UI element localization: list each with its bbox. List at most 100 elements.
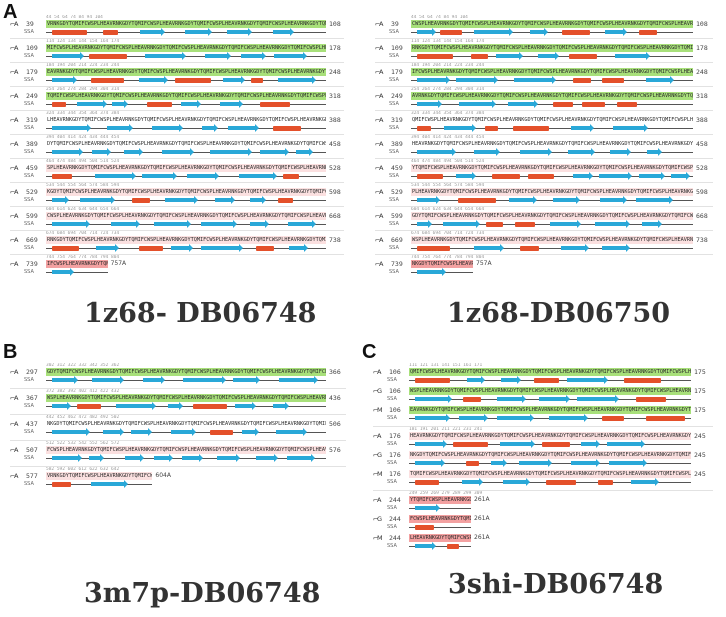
end-residue-number: 458 <box>696 140 708 148</box>
ssa-label: SSA <box>389 101 399 107</box>
alignment-block: 512 522 532 542 552 562 572 A ⌐ 507 FCWSPLH… <box>10 440 346 466</box>
residue-sequence: MIFCWSPLHEAVRNKGDYTQMIFCWSPLHEAVRNKGDYTQ… <box>46 44 326 52</box>
beta-strand-arrow <box>529 28 548 36</box>
beta-strand-arrow <box>289 244 308 252</box>
beta-strand-arrow <box>571 459 600 467</box>
ssa-label: SSA <box>24 269 34 275</box>
model-label: G <box>377 387 383 395</box>
block-divider <box>375 206 713 207</box>
beta-strand-arrow <box>613 124 648 132</box>
block-divider <box>375 38 713 39</box>
alpha-helix-bar <box>533 377 560 383</box>
end-residue-number: 108 <box>696 20 708 28</box>
end-residue-number: 528 <box>329 164 341 172</box>
beta-strand-arrow <box>497 414 535 422</box>
block-divider <box>375 86 713 87</box>
end-residue-number: 738 <box>696 236 708 244</box>
tree-bracket-icon: ⌐ <box>10 68 16 76</box>
alpha-helix-bar <box>51 173 73 179</box>
block-divider <box>10 38 344 39</box>
alpha-helix-bar <box>553 101 574 107</box>
beta-strand-arrow <box>145 52 187 60</box>
model-label: A <box>379 44 384 52</box>
start-residue-number: 244 <box>389 496 401 504</box>
alpha-helix-bar <box>645 415 685 421</box>
alpha-helix-bar <box>458 197 496 203</box>
tree-bracket-icon: ⌐ <box>375 260 381 268</box>
beta-strand-arrow <box>112 100 128 108</box>
position-ruler: 372 382 392 402 412 422 432 <box>46 389 120 394</box>
beta-strand-arrow <box>272 28 295 36</box>
beta-strand-arrow <box>260 148 289 156</box>
position-ruler: 324 334 344 354 364 374 384 <box>411 111 485 116</box>
beta-strand-arrow <box>514 76 557 84</box>
start-residue-number: 106 <box>389 368 401 376</box>
block-divider <box>10 414 346 415</box>
model-label: A <box>377 432 382 440</box>
ssa-baseline <box>409 527 472 528</box>
beta-strand-arrow <box>214 196 235 204</box>
tree-bracket-icon: ⌐ <box>375 116 381 124</box>
position-ruler: 44 54 64 74 84 94 104 <box>411 15 468 20</box>
caption-a-right: 1z68-DB06750 <box>447 298 671 329</box>
start-residue-number: 319 <box>26 116 38 124</box>
alignment-block: 181 191 201 211 221 231 241 A ⌐ 176 HEAVRNK… <box>373 426 713 490</box>
tree-bracket-icon: ⌐ <box>373 432 379 440</box>
alpha-helix-bar <box>131 197 150 203</box>
beta-strand-arrow <box>567 376 608 384</box>
beta-strand-arrow <box>571 124 595 132</box>
beta-strand-arrow <box>416 28 436 36</box>
model-label: M <box>377 534 383 542</box>
alpha-helix-bar <box>51 481 72 487</box>
position-ruler: 604 614 624 634 644 654 664 <box>411 207 485 212</box>
model-label: A <box>379 236 384 244</box>
beta-strand-arrow <box>500 376 522 384</box>
residue-sequence: WSPLHEAVRNKGDYTQMIFCWSPLHEAVRNKGDYTQMIFC… <box>411 236 693 244</box>
ssa-baseline <box>411 200 693 201</box>
beta-strand-arrow <box>461 478 484 486</box>
start-residue-number: 39 <box>26 20 34 28</box>
beta-strand-arrow <box>549 414 588 422</box>
start-residue-number: 249 <box>391 92 403 100</box>
beta-strand-arrow <box>606 440 646 448</box>
tree-bracket-icon: ⌐ <box>10 116 16 124</box>
beta-strand-arrow <box>605 28 627 36</box>
beta-strand-arrow <box>474 244 504 252</box>
residue-sequence: CWSPLHEAVRNKGDYTQMIFCWSPLHEAVRNKGDYTQMIF… <box>46 212 326 220</box>
block-divider <box>10 230 344 231</box>
tree-bracket-icon: ⌐ <box>10 472 16 480</box>
position-ruler: 534 544 554 564 574 584 594 <box>46 183 120 188</box>
alpha-helix-bar <box>416 245 450 251</box>
end-residue-number: 318 <box>696 92 708 100</box>
beta-strand-arrow <box>235 402 256 410</box>
beta-strand-arrow <box>185 28 213 36</box>
beta-strand-arrow <box>219 100 244 108</box>
end-residue-number: 668 <box>329 212 341 220</box>
ssa-label: SSA <box>387 543 397 549</box>
beta-strand-arrow <box>88 454 104 462</box>
ssa-label: SSA <box>24 77 34 83</box>
beta-strand-arrow <box>76 100 108 108</box>
residue-sequence: FCWSPLHEAVRNKGDYTQMIFCWSPLHEAVRNKGDYTQMI… <box>46 446 326 454</box>
residue-sequence: NKGDYTQMIFCWSPLHEAVRNKGDYTQMIFCWSPLHEAVR… <box>47 421 326 427</box>
beta-strand-arrow <box>456 76 499 84</box>
beta-strand-arrow <box>599 196 627 204</box>
model-label: A <box>14 446 19 454</box>
beta-strand-arrow <box>416 148 456 156</box>
ssa-label: SSA <box>387 377 397 383</box>
beta-strand-arrow <box>496 52 523 60</box>
beta-strand-arrow <box>154 454 173 462</box>
model-label: A <box>14 368 19 376</box>
position-ruler: 442 452 462 472 482 492 502 <box>46 415 120 420</box>
tree-bracket-icon: ⌐ <box>10 140 16 148</box>
block-divider <box>10 62 344 63</box>
beta-strand-arrow <box>602 244 630 252</box>
alpha-helix-bar <box>90 77 125 83</box>
beta-strand-arrow <box>255 454 279 462</box>
beta-strand-arrow <box>51 76 77 84</box>
model-label: A <box>14 164 19 172</box>
residue-sequence: AVRNKGDYTQMIFCWSPLHEAVRNKGDYTQMIFCWSPLHE… <box>411 92 693 100</box>
beta-strand-arrow <box>51 148 83 156</box>
tree-bracket-icon: ⌐ <box>10 164 16 172</box>
end-residue-number: 178 <box>329 44 341 52</box>
